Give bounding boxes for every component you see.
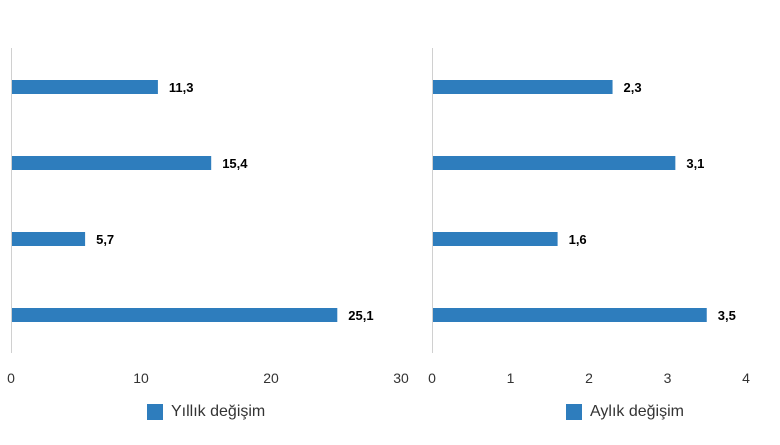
right-x-tick-label: 3 <box>664 370 672 386</box>
right-bar <box>433 232 558 246</box>
right-x-tick-label: 1 <box>507 370 515 386</box>
legend-left-swatch <box>147 404 163 420</box>
left-data-label: 25,1 <box>348 308 373 323</box>
left-x-tick-label: 30 <box>393 370 409 386</box>
left-x-tick-label: 10 <box>133 370 149 386</box>
right-x-tick-label: 2 <box>585 370 593 386</box>
left-x-tick-label: 20 <box>263 370 279 386</box>
left-bar <box>12 80 158 94</box>
legend-right-label: Aylık değişim <box>590 403 684 420</box>
right-x-tick-label: 4 <box>742 370 750 386</box>
left-bar <box>12 232 86 246</box>
left-x-tick-label: 0 <box>7 370 15 386</box>
right-data-label: 2,3 <box>624 80 642 95</box>
left-data-label: 5,7 <box>96 232 114 247</box>
legend-right: Aylık değişim <box>566 403 684 421</box>
right-data-label: 3,1 <box>686 156 704 171</box>
left-bar <box>12 308 338 322</box>
legend-left-label: Yıllık değişim <box>171 403 266 420</box>
left-data-label: 11,3 <box>169 80 194 95</box>
right-x-tick-label: 0 <box>428 370 436 386</box>
left-data-label: 15,4 <box>222 156 248 171</box>
left-bar <box>12 156 212 170</box>
right-data-label: 1,6 <box>569 232 587 247</box>
right-data-label: 3,5 <box>718 308 736 323</box>
right-bar <box>433 308 707 322</box>
legend-left: Yıllık değişim <box>147 403 265 421</box>
right-bar <box>433 156 676 170</box>
right-bar <box>433 80 613 94</box>
legend-right-swatch <box>566 404 582 420</box>
